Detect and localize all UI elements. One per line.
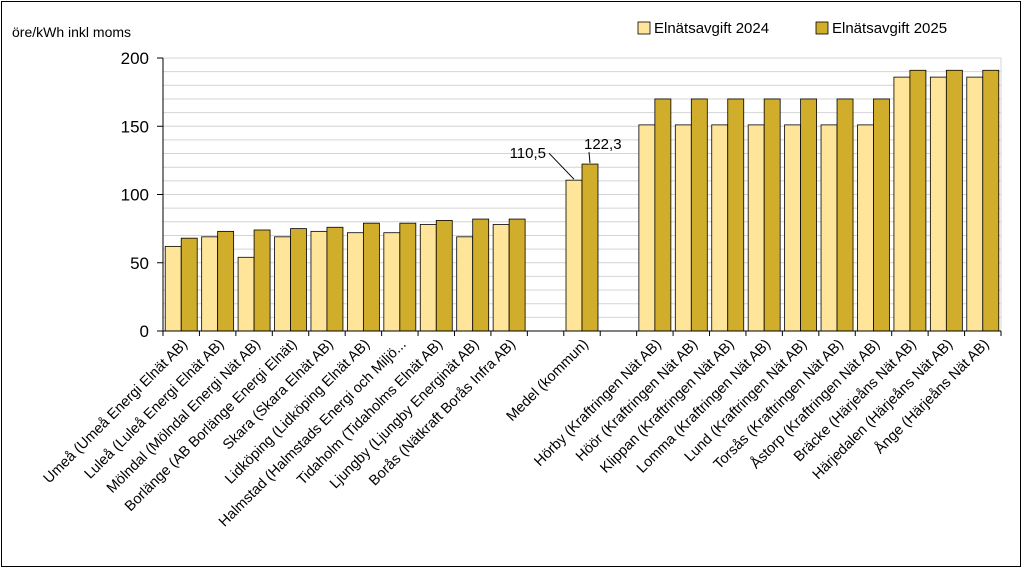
y-tick-labels: 0 50 100 150 200 — [121, 49, 149, 341]
bar — [217, 230, 235, 332]
data-label: 110,5 — [510, 145, 546, 162]
bar — [581, 163, 599, 332]
bar — [565, 179, 583, 332]
bar — [929, 76, 947, 332]
y-tick-label: 50 — [130, 254, 149, 273]
bar — [508, 218, 526, 332]
bar — [711, 124, 729, 332]
bar — [383, 232, 401, 332]
y-tick-label: 100 — [121, 186, 149, 205]
bar — [472, 218, 490, 332]
y-tick-label: 200 — [121, 49, 149, 68]
bar — [727, 98, 745, 332]
bar — [966, 76, 984, 332]
axes — [157, 57, 1002, 336]
bar — [836, 98, 854, 332]
y-tick-label: 150 — [121, 117, 149, 136]
data-labels: 110,5 122,3 — [510, 136, 622, 180]
x-tick-labels: Umeå (Umeå Energi Elnät AB)Luleå (Luleå … — [41, 336, 993, 530]
bars — [164, 69, 1000, 332]
data-label-leader — [548, 152, 575, 180]
bar — [164, 245, 182, 332]
legend: Elnätsavgift 2024 Elnätsavgift 2025 — [637, 20, 947, 37]
bar — [784, 124, 802, 332]
bar — [820, 124, 838, 332]
bar — [274, 236, 291, 332]
legend-label: Elnätsavgift 2025 — [832, 20, 947, 37]
bar — [909, 69, 927, 332]
bar — [310, 230, 328, 332]
bar — [419, 224, 437, 332]
bar — [326, 226, 344, 332]
legend-swatch — [815, 21, 829, 35]
bar — [237, 256, 255, 332]
bar — [893, 76, 911, 332]
bar — [201, 236, 219, 332]
bar — [253, 229, 271, 332]
y-axis-label: öre/kWh inkl moms — [12, 24, 131, 40]
data-label-leader — [588, 152, 591, 164]
bar — [763, 98, 781, 332]
y-tick-label: 0 — [140, 322, 149, 341]
legend-label: Elnätsavgift 2024 — [654, 20, 769, 37]
bar — [800, 98, 818, 332]
bar — [290, 228, 307, 332]
legend-swatch — [637, 21, 651, 35]
x-tick-label: Luleå (Luleå Energi Elnät AB) — [82, 337, 228, 483]
bar — [982, 69, 1000, 332]
bar — [492, 224, 510, 332]
bar — [638, 124, 656, 332]
bar — [456, 236, 474, 332]
bar — [873, 98, 890, 332]
bar — [674, 124, 692, 332]
bar — [945, 69, 963, 332]
bar — [690, 98, 708, 332]
bar — [399, 222, 417, 332]
data-label: 122,3 — [584, 136, 622, 153]
bar — [435, 220, 453, 332]
bar — [857, 124, 874, 332]
bar — [654, 98, 672, 332]
bar — [346, 232, 364, 332]
bar — [180, 237, 198, 332]
bar — [747, 124, 765, 332]
bar — [362, 222, 380, 332]
